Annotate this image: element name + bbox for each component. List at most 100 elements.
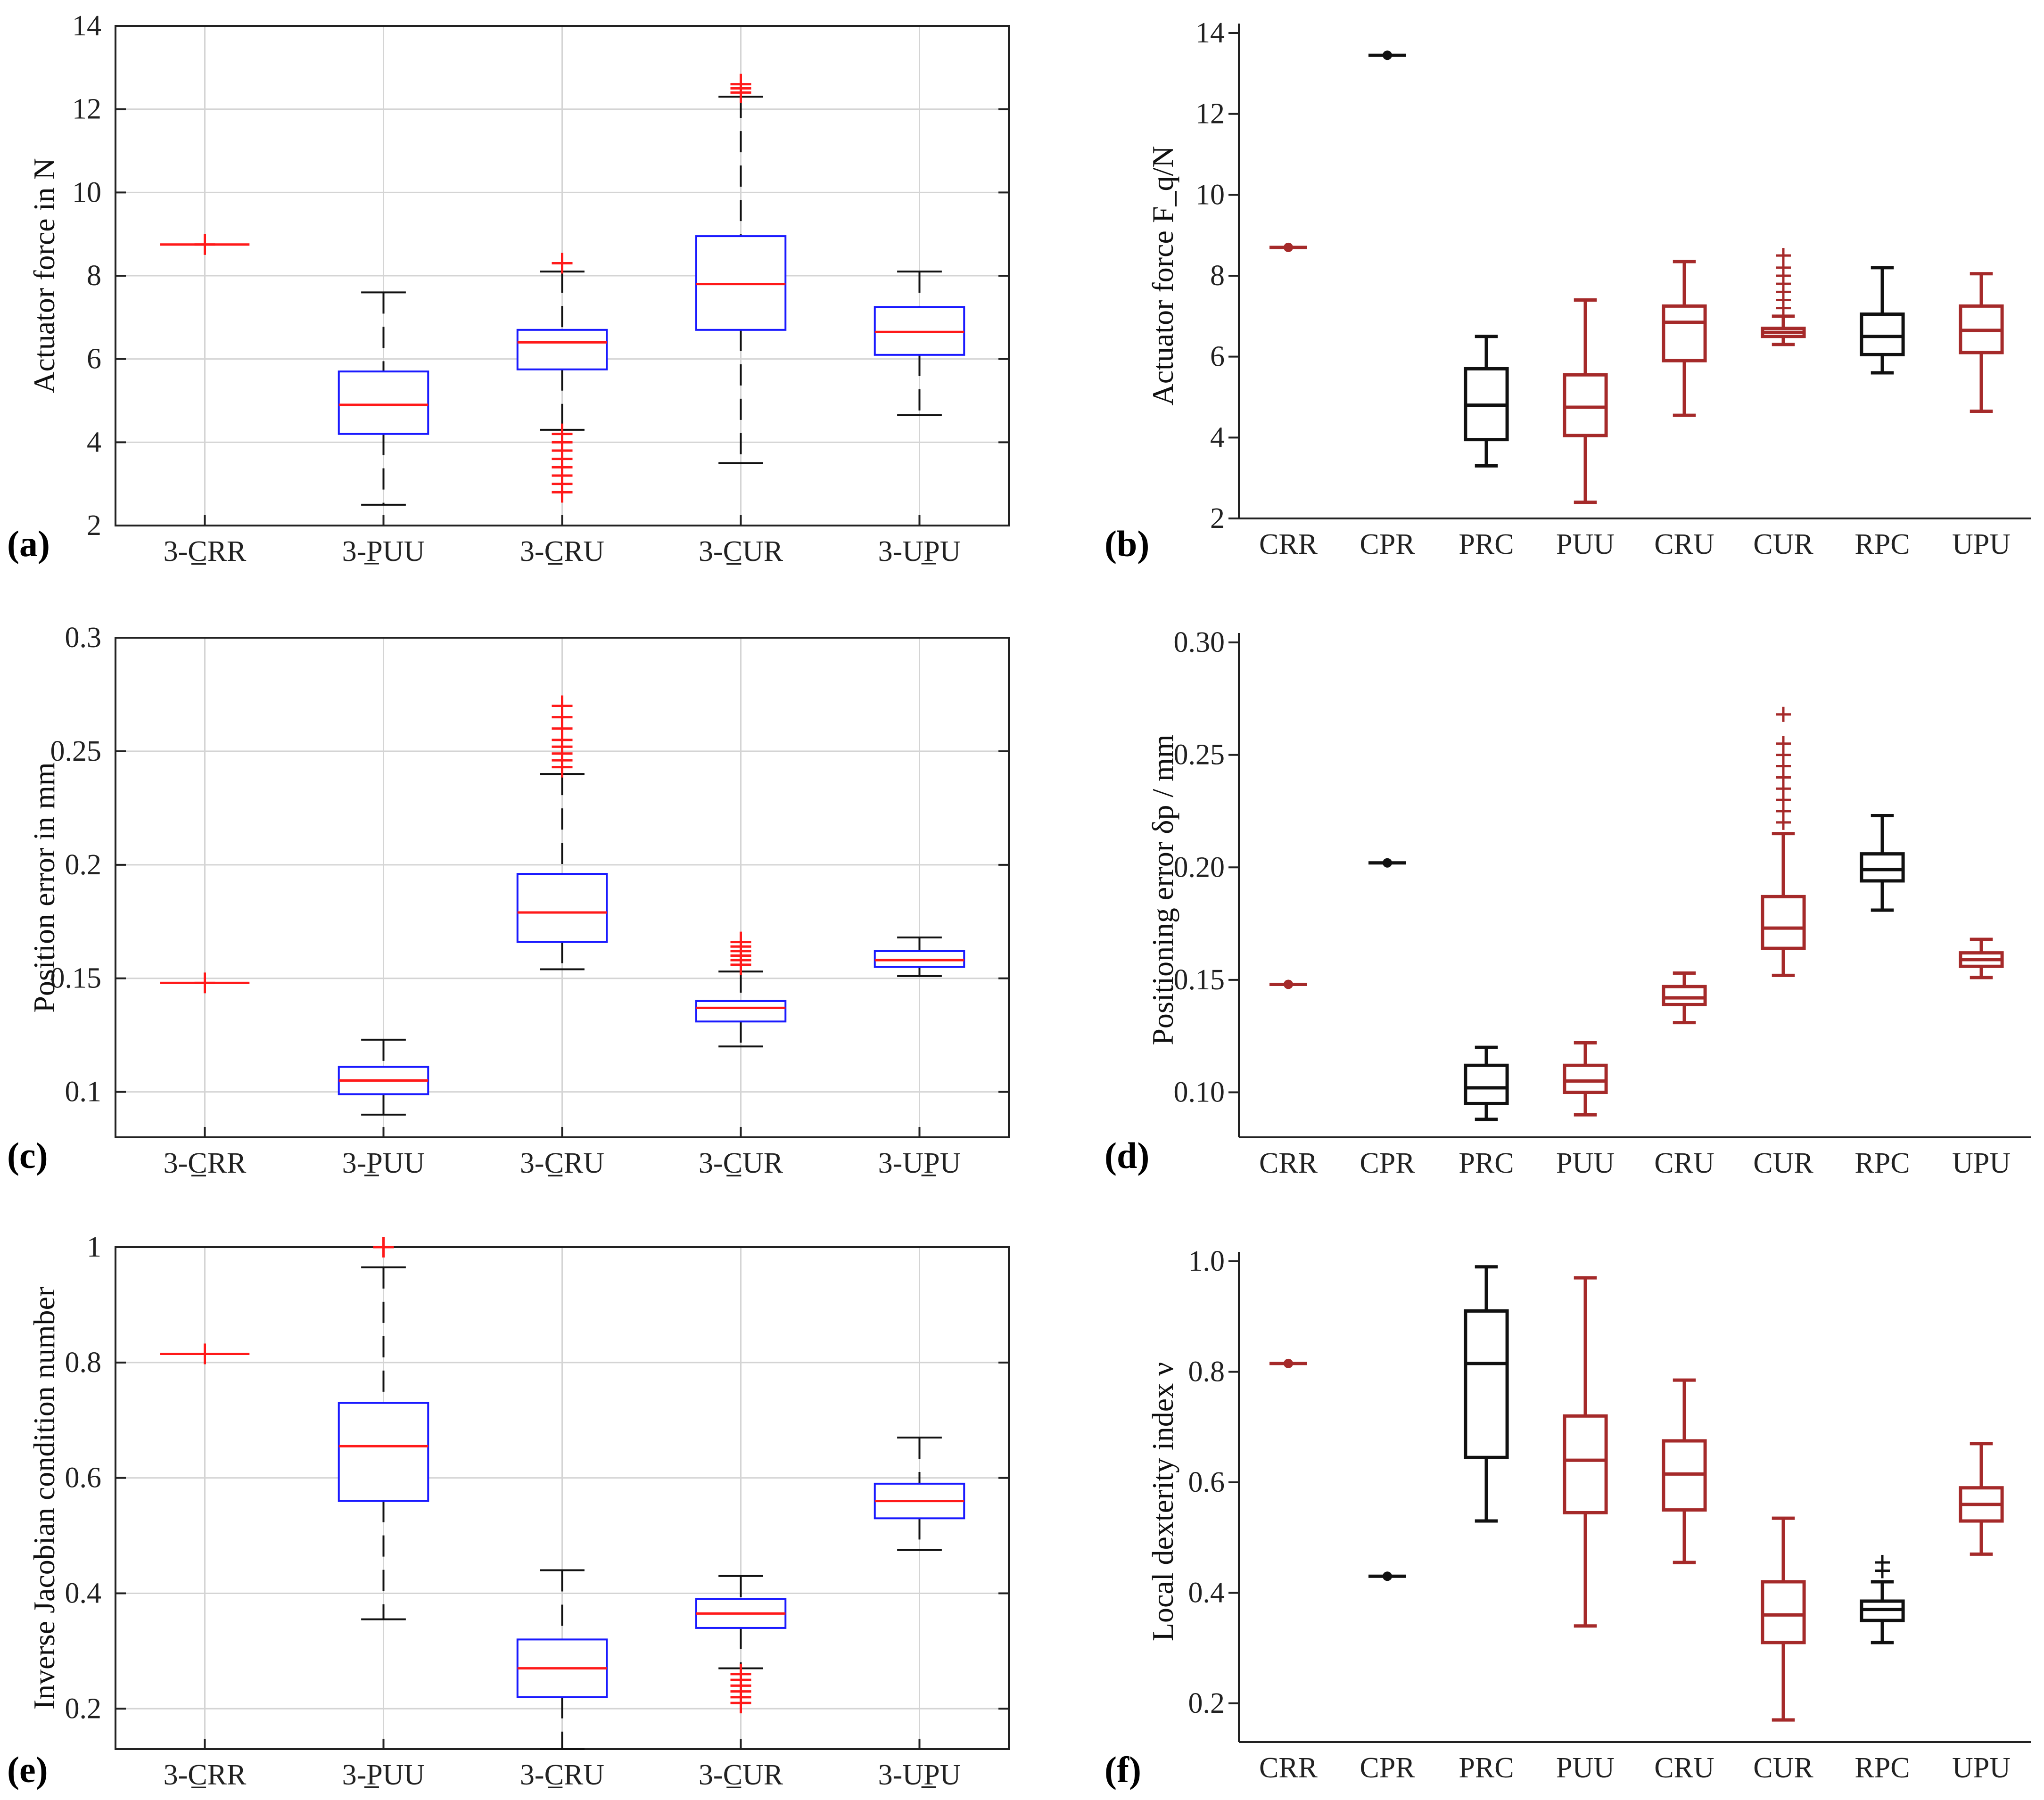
x-tick-label-7: UPU [1952, 528, 2011, 560]
box-6 [1860, 1554, 1905, 1644]
x-tick-label-1: CPR [1360, 528, 1415, 560]
x-tick-label-5: CUR [1753, 1147, 1813, 1179]
x-tick-label-2: 3-C̲RU [520, 1147, 604, 1179]
chart-panel-f: 0.2 0.4 0.6 0.8 1.0 Local dexterity index ν CR… [1104, 1245, 2031, 1790]
x-tick-label-5: CUR [1753, 528, 1813, 560]
box-3 [1563, 298, 1608, 504]
y-tick-label-3: 0.25 [1174, 739, 1225, 771]
y-axis-title: Positioning error δp / mm [1146, 734, 1179, 1045]
box-1 [338, 291, 429, 506]
y-tick-label-5: 12 [72, 93, 101, 125]
y-tick-label-4: 0.3 [65, 622, 102, 654]
box-iqr-5 [1761, 1580, 1806, 1644]
box-point-1 [1383, 858, 1392, 868]
box-iqr-1 [338, 1402, 429, 1502]
y-tick-label-0: 2 [87, 510, 101, 542]
x-tick-label-4: 3-UP̲U [878, 535, 961, 567]
x-tick-label-2: PRC [1459, 528, 1514, 560]
box-iqr-6 [1860, 312, 1905, 356]
panel-label: (b) [1104, 523, 1149, 564]
y-tick-label-2: 6 [87, 343, 101, 375]
box-4 [1662, 1378, 1707, 1564]
x-tick-label-2: 3-C̲RU [520, 1759, 604, 1791]
y-tick-label-4: 1 [87, 1231, 101, 1263]
box-5 [1761, 248, 1806, 346]
box-iqr-4 [1662, 985, 1707, 1006]
y-tick-label-3: 0.25 [50, 735, 102, 767]
x-tick-label-4: CRU [1654, 1752, 1714, 1784]
y-axis-title: Position error in mm [27, 762, 61, 1013]
box-4 [1662, 971, 1707, 1025]
box-1 [338, 1237, 429, 1620]
box-1 [1368, 1571, 1406, 1581]
x-tick-label-4: 3-UP̲U [878, 1759, 961, 1791]
box-iqr-3 [1563, 1063, 1608, 1094]
box-3 [1563, 1041, 1608, 1117]
box-6 [1860, 814, 1905, 912]
box-0 [1269, 979, 1307, 989]
box-iqr-3 [695, 1000, 787, 1023]
x-tick-label-0: CRR [1259, 1147, 1318, 1179]
x-tick-label-5: CUR [1753, 1752, 1813, 1784]
box-2 [516, 1569, 608, 1750]
y-tick-label-3: 8 [87, 260, 101, 292]
x-tick-label-3: PUU [1556, 528, 1615, 560]
chart-panel-b: 2 4 6 8 10 12 14 Actuator force F_q/N CRR CPR PRC P… [1104, 17, 2031, 564]
box-6 [1860, 266, 1905, 375]
box-4 [1662, 260, 1707, 417]
x-tick-label-1: 3-P̲UU [342, 1147, 425, 1179]
box-2 [516, 253, 608, 503]
y-tick-label-0: 0.2 [1188, 1687, 1225, 1719]
x-tick-label-0: 3-C̲RR [164, 1147, 247, 1179]
y-tick-label-5: 12 [1195, 98, 1225, 130]
box-1 [1368, 50, 1406, 60]
y-tick-label-2: 0.6 [1188, 1466, 1225, 1498]
x-tick-label-2: 3-C̲RU [520, 535, 604, 567]
box-iqr-3 [1563, 1414, 1608, 1514]
x-tick-label-4: CRU [1654, 528, 1714, 560]
box-7 [1959, 937, 2004, 979]
box-5 [1761, 707, 1806, 977]
box-iqr-5 [1761, 895, 1806, 950]
box-3 [695, 931, 787, 1048]
x-tick-label-6: RPC [1854, 1147, 1910, 1179]
chart-panel-d: 0.10 0.15 0.20 0.25 0.30 Positioning error δp… [1104, 626, 2031, 1179]
box-3 [695, 1575, 787, 1714]
y-axis-title: Actuator force in N [27, 158, 61, 393]
x-tick-label-7: UPU [1952, 1752, 2011, 1784]
x-tick-label-3: PUU [1556, 1147, 1615, 1179]
x-tick-label-6: RPC [1854, 1752, 1910, 1784]
y-tick-label-2: 0.6 [65, 1462, 102, 1494]
box-0 [1269, 242, 1307, 252]
x-tick-label-3: 3-C̲UR [699, 1759, 783, 1791]
y-tick-label-3: 0.8 [65, 1347, 102, 1379]
x-tick-label-1: 3-P̲UU [342, 1759, 425, 1791]
x-tick-label-0: CRR [1259, 528, 1318, 560]
y-tick-label-1: 0.15 [1174, 964, 1225, 996]
y-tick-label-4: 1.0 [1188, 1245, 1225, 1277]
box-iqr-2 [516, 329, 608, 370]
y-tick-label-1: 0.4 [65, 1577, 102, 1609]
y-tick-label-0: 0.2 [65, 1693, 102, 1725]
box-iqr-1 [338, 370, 429, 435]
box-point-1 [1383, 1571, 1392, 1581]
x-tick-label-1: CPR [1360, 1752, 1415, 1784]
x-tick-label-2: PRC [1459, 1147, 1514, 1179]
y-axis-title: Actuator force F_q/N [1146, 146, 1179, 406]
box-iqr-4 [1662, 304, 1707, 362]
y-tick-label-4: 0.30 [1174, 626, 1225, 658]
box-3 [695, 74, 787, 464]
chart-panel-a: 2 4 6 8 10 12 14 Actuator force in N 3-C̲RR 3-P̲U… [7, 10, 1010, 567]
y-tick-label-1: 4 [1210, 421, 1225, 453]
box-7 [1959, 272, 2004, 413]
x-tick-label-0: CRR [1259, 1752, 1318, 1784]
y-tick-label-4: 10 [72, 176, 101, 208]
x-tick-label-7: UPU [1952, 1147, 2011, 1179]
box-0 [160, 234, 250, 255]
x-tick-label-3: PUU [1556, 1752, 1615, 1784]
y-tick-label-3: 8 [1210, 260, 1225, 292]
box-0 [160, 1343, 250, 1364]
box-7 [1959, 1442, 2004, 1556]
y-tick-label-1: 4 [87, 426, 101, 458]
x-tick-label-3: 3-C̲UR [699, 535, 783, 567]
